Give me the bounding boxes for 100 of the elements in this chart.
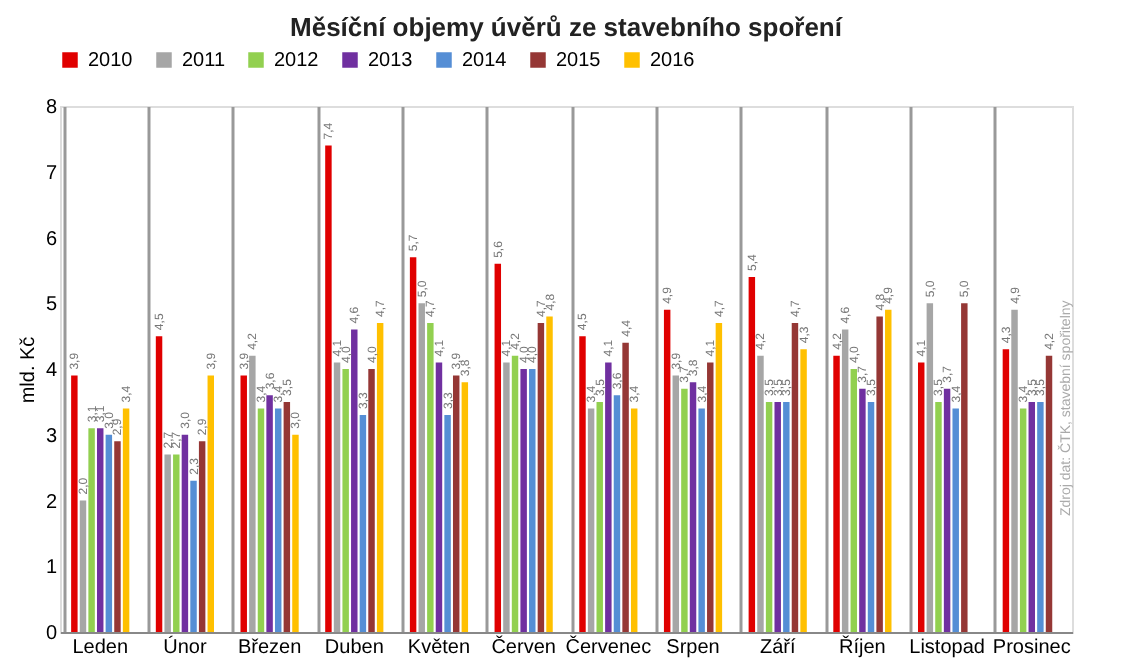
bar bbox=[1019, 408, 1027, 632]
legend-label: 2016 bbox=[650, 50, 696, 72]
bar bbox=[181, 434, 189, 632]
bar bbox=[546, 316, 553, 632]
bar bbox=[88, 428, 95, 632]
bar bbox=[190, 480, 197, 632]
bar bbox=[494, 263, 502, 632]
bar bbox=[529, 369, 536, 632]
bar bbox=[292, 434, 299, 632]
bar bbox=[164, 454, 171, 632]
bar bbox=[351, 329, 358, 632]
bar bbox=[444, 415, 451, 632]
bar bbox=[698, 408, 705, 632]
bar bbox=[274, 408, 282, 632]
bar bbox=[605, 362, 612, 632]
bar bbox=[885, 309, 892, 632]
bar bbox=[435, 362, 443, 632]
bar bbox=[926, 303, 934, 632]
bar bbox=[249, 355, 256, 632]
bar bbox=[672, 375, 680, 632]
x-tick-label: Listopad bbox=[909, 637, 985, 659]
legend-label: 2015 bbox=[556, 50, 602, 72]
bar bbox=[876, 316, 883, 632]
bar bbox=[765, 401, 773, 632]
bar bbox=[511, 355, 519, 632]
bar bbox=[537, 322, 545, 632]
legend-label: 2013 bbox=[368, 50, 414, 72]
bar bbox=[409, 257, 417, 632]
x-tick-label: Duben bbox=[324, 637, 384, 659]
x-tick-label: Prosinec bbox=[992, 637, 1071, 659]
bar bbox=[800, 349, 807, 632]
bar bbox=[283, 401, 291, 632]
bar bbox=[333, 362, 341, 632]
bar bbox=[917, 362, 925, 632]
bar bbox=[681, 388, 688, 632]
bar bbox=[266, 395, 273, 632]
x-tick-label: Říjen bbox=[839, 635, 886, 659]
y-tick-label: 7 bbox=[45, 162, 58, 185]
bar bbox=[155, 336, 163, 632]
x-tick-label: Leden bbox=[72, 637, 129, 659]
bar bbox=[418, 303, 425, 632]
bar bbox=[630, 408, 638, 632]
y-tick-label: 0 bbox=[45, 623, 58, 645]
bar bbox=[105, 434, 113, 632]
y-tick-label: 1 bbox=[45, 557, 58, 580]
bar bbox=[850, 369, 858, 632]
bar bbox=[1011, 309, 1018, 632]
bar bbox=[715, 322, 723, 632]
x-tick-label: Únor bbox=[163, 635, 208, 659]
legend-label: 2014 bbox=[462, 50, 508, 72]
bar bbox=[943, 388, 951, 632]
bar bbox=[342, 369, 349, 632]
bar bbox=[240, 375, 247, 632]
legend-label: 2010 bbox=[88, 50, 134, 72]
bar bbox=[841, 329, 849, 632]
y-tick-label: 4 bbox=[45, 360, 58, 382]
bar bbox=[952, 408, 959, 632]
x-tick-label: Červen bbox=[491, 635, 556, 659]
bar bbox=[961, 303, 968, 632]
bar bbox=[96, 428, 104, 632]
bar bbox=[587, 408, 595, 632]
x-tick-label: Březen bbox=[237, 637, 302, 659]
bar bbox=[707, 362, 714, 632]
bar bbox=[198, 441, 206, 632]
y-tick-label: 5 bbox=[45, 294, 58, 317]
x-tick-label: Září bbox=[759, 637, 796, 659]
x-tick-label: Květen bbox=[407, 637, 471, 659]
bar bbox=[79, 500, 87, 632]
bar bbox=[859, 388, 866, 632]
bar bbox=[748, 276, 756, 632]
bar bbox=[783, 401, 790, 632]
bar bbox=[867, 401, 875, 632]
bar bbox=[1045, 355, 1053, 632]
bar bbox=[1028, 401, 1036, 632]
bar bbox=[207, 375, 215, 632]
bar bbox=[1002, 349, 1010, 632]
legend-label: 2011 bbox=[182, 50, 226, 72]
bar bbox=[368, 369, 375, 632]
bar bbox=[122, 408, 130, 632]
bar bbox=[520, 369, 527, 632]
bar bbox=[613, 395, 621, 632]
y-tick-label: 8 bbox=[45, 97, 58, 119]
bar bbox=[461, 382, 469, 632]
bar bbox=[774, 401, 781, 632]
bar bbox=[427, 322, 434, 632]
bar bbox=[663, 309, 671, 632]
legend-label: 2012 bbox=[274, 50, 320, 72]
bar bbox=[325, 145, 332, 632]
bar bbox=[1037, 401, 1044, 632]
bar bbox=[833, 355, 840, 632]
bar bbox=[579, 336, 586, 632]
x-tick-label: Srpen bbox=[666, 637, 720, 659]
bar bbox=[173, 454, 180, 632]
y-axis-title: mld. Kč bbox=[17, 336, 40, 404]
chart-title: Měsíční objemy úvěrů ze stavebního spoření bbox=[290, 12, 843, 42]
bar bbox=[622, 342, 629, 632]
bar bbox=[935, 401, 942, 632]
bar bbox=[257, 408, 265, 632]
bar bbox=[114, 441, 121, 632]
bar bbox=[71, 375, 78, 632]
